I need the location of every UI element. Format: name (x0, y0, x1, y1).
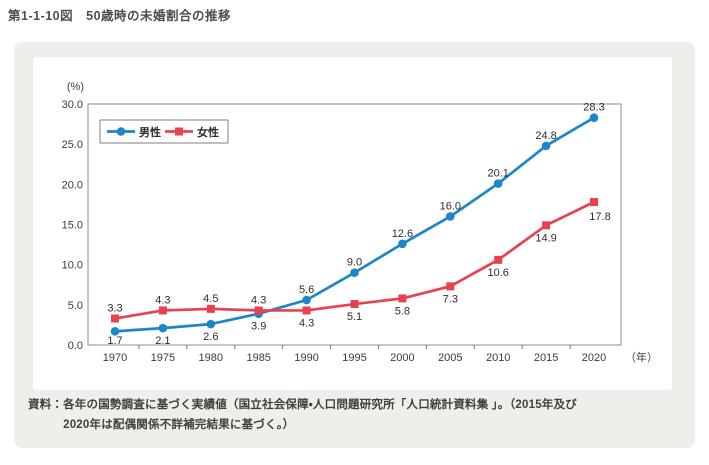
source-line1: 各年の国勢調査に基づく実績値（国立社会保障・人口問題研究所「人口統計資料集 」。… (63, 399, 577, 411)
x-tick-label: 1975 (151, 352, 175, 364)
marker-square (446, 282, 455, 291)
x-tick-label: 1990 (294, 352, 318, 364)
x-axis-unit-label: （年） (625, 350, 658, 364)
data-label: 5.6 (299, 284, 314, 296)
data-label: 3.3 (107, 302, 122, 314)
y-tick-label: 0.0 (68, 340, 83, 352)
source-line2: 2020年は配偶関係不詳補完結果に基づく。） (63, 418, 295, 431)
chart-panel: (%) 0.0 5.0 10.0 15.0 20.0 25.0 30.0 1970 1975 198… (33, 57, 672, 390)
chart-container: (%) 0.0 5.0 10.0 15.0 20.0 25.0 30.0 1970 1975 198… (14, 42, 695, 448)
x-tick-label: 1995 (342, 352, 366, 364)
marker-circle (398, 239, 407, 249)
x-tick-label: 2000 (390, 352, 414, 364)
y-tick-label: 15.0 (62, 220, 83, 232)
x-tick-label: 2020 (582, 352, 606, 364)
marker-circle (302, 295, 311, 305)
marker-square (542, 221, 551, 230)
y-axis-unit-label: (%) (67, 81, 84, 93)
data-label: 20.1 (487, 168, 508, 180)
data-label: 5.1 (347, 311, 362, 323)
y-tick-label: 25.0 (62, 139, 83, 151)
source-note: 資料： 各年の国勢調査に基づく実績値（国立社会保障・人口問題研究所「人口統計資料… (28, 396, 683, 435)
marker-square (350, 300, 359, 309)
marker-circle (541, 141, 551, 151)
data-label: 24.8 (535, 130, 556, 142)
data-label: 12.6 (392, 228, 413, 240)
marker-circle (110, 327, 120, 336)
x-tick-label: 1970 (103, 352, 127, 364)
x-tick-label: 2015 (534, 352, 558, 364)
unmarried-rate-line-chart: (%) 0.0 5.0 10.0 15.0 20.0 25.0 30.0 1970 1975 198… (62, 81, 658, 364)
marker-circle (589, 113, 599, 122)
legend-marker-male-circle (116, 127, 126, 136)
marker-square (158, 306, 167, 315)
data-label: 4.3 (155, 294, 170, 306)
x-tick-label: 1980 (199, 352, 223, 364)
x-tick-label: 2010 (486, 352, 510, 364)
series-line-male (113, 116, 596, 333)
data-label: 7.3 (443, 293, 458, 305)
source-label: 資料： (28, 399, 64, 411)
plot-border (87, 103, 622, 346)
marker-circle (206, 319, 216, 329)
marker-square (111, 314, 119, 323)
data-label: 4.3 (251, 294, 266, 306)
source-text: 各年の国勢調査に基づく実績値（国立社会保障・人口問題研究所「人口統計資料集 」。… (63, 396, 577, 435)
data-label: 17.8 (589, 211, 610, 223)
marker-square (206, 304, 215, 313)
data-label: 28.3 (583, 102, 604, 114)
marker-square (398, 294, 407, 303)
y-tick-label: 20.0 (62, 179, 83, 191)
data-label: 4.5 (203, 293, 218, 305)
marker-circle (350, 268, 359, 277)
x-tick-label: 1985 (246, 352, 270, 364)
data-label: 1.7 (107, 335, 122, 347)
figure-title: 第1-1-10図 50歳時の未婚割合の推移 (8, 9, 232, 23)
marker-square (254, 306, 263, 315)
marker-square (494, 255, 503, 264)
data-label: 3.9 (251, 321, 266, 333)
marker-square (302, 306, 311, 315)
marker-circle (446, 212, 455, 221)
legend-label-male: 男性 (139, 125, 161, 139)
data-label: 2.6 (203, 331, 218, 343)
y-tick-label: 10.0 (62, 260, 83, 272)
x-tick-label: 2005 (438, 352, 462, 364)
marker-square (590, 198, 598, 207)
data-label: 10.6 (487, 267, 508, 279)
data-label: 9.0 (347, 257, 362, 269)
marker-circle (493, 179, 503, 188)
data-label: 2.1 (155, 335, 170, 347)
legend-label-female: 女性 (197, 125, 219, 139)
data-label: 4.3 (299, 317, 314, 329)
legend-box (99, 119, 229, 144)
legend-marker-female-square (175, 127, 183, 136)
marker-circle (158, 323, 168, 333)
y-tick-label: 5.0 (68, 300, 83, 312)
y-tick-label: 30.0 (62, 99, 83, 111)
data-label: 16.0 (440, 200, 461, 212)
data-label: 14.9 (535, 232, 556, 244)
data-label: 5.8 (395, 305, 410, 317)
